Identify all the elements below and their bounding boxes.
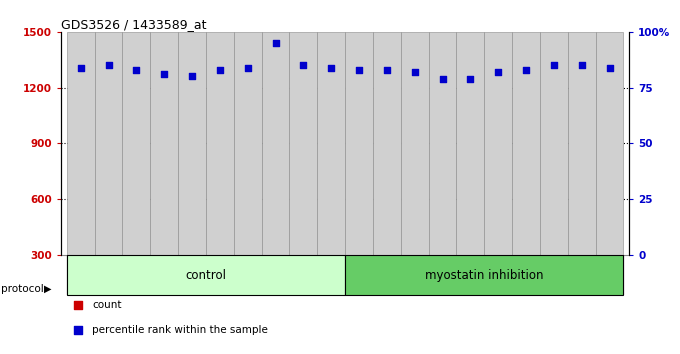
Bar: [150, 32, 178, 255]
Point: [186, 74, 197, 79]
Bar: [545, 95, 562, 255]
Bar: [67, 32, 95, 255]
Bar: [234, 32, 262, 255]
Bar: [178, 32, 206, 255]
Bar: [318, 32, 345, 255]
Bar: [184, 216, 201, 255]
Text: percentile rank within the sample: percentile rank within the sample: [92, 325, 269, 335]
Point: [437, 76, 448, 81]
Bar: [462, 242, 479, 255]
Bar: [401, 32, 428, 255]
Point: [326, 65, 337, 70]
Point: [465, 76, 476, 81]
Bar: [373, 32, 401, 255]
Bar: [484, 32, 512, 255]
Bar: [156, 210, 173, 255]
Point: [103, 63, 114, 68]
Point: [604, 65, 615, 70]
Bar: [323, 136, 339, 255]
Point: [576, 63, 587, 68]
Bar: [67, 255, 345, 295]
Bar: [345, 32, 373, 255]
Bar: [290, 32, 318, 255]
Text: ▶: ▶: [44, 284, 52, 293]
Bar: [351, 198, 367, 255]
Bar: [239, 150, 256, 255]
Point: [409, 69, 420, 75]
Bar: [407, 201, 423, 255]
Bar: [490, 198, 507, 255]
Bar: [434, 231, 451, 255]
Point: [131, 67, 142, 73]
Bar: [95, 32, 122, 255]
Bar: [540, 32, 568, 255]
Bar: [512, 32, 540, 255]
Text: control: control: [186, 269, 226, 282]
Bar: [568, 32, 596, 255]
Text: count: count: [92, 300, 122, 310]
Point: [214, 67, 225, 73]
Bar: [428, 32, 456, 255]
Bar: [100, 188, 117, 255]
Bar: [122, 32, 150, 255]
Bar: [456, 32, 484, 255]
Bar: [596, 32, 624, 255]
Bar: [573, 95, 590, 255]
Text: myostatin inhibition: myostatin inhibition: [425, 269, 543, 282]
Bar: [206, 32, 234, 255]
Point: [521, 67, 532, 73]
Point: [270, 40, 281, 46]
Point: [73, 327, 84, 333]
Point: [381, 67, 392, 73]
Bar: [262, 32, 290, 255]
Point: [75, 65, 86, 70]
Bar: [517, 144, 534, 255]
Bar: [345, 255, 624, 295]
Point: [298, 63, 309, 68]
Text: protocol: protocol: [1, 284, 44, 293]
Point: [73, 302, 84, 308]
Bar: [601, 104, 618, 255]
Point: [158, 72, 169, 77]
Bar: [267, 38, 284, 255]
Bar: [379, 195, 395, 255]
Bar: [128, 200, 145, 255]
Text: GDS3526 / 1433589_at: GDS3526 / 1433589_at: [61, 18, 207, 31]
Bar: [211, 198, 228, 255]
Bar: [72, 196, 89, 255]
Point: [493, 69, 504, 75]
Point: [354, 67, 364, 73]
Bar: [295, 123, 311, 255]
Point: [548, 63, 559, 68]
Point: [242, 65, 253, 70]
